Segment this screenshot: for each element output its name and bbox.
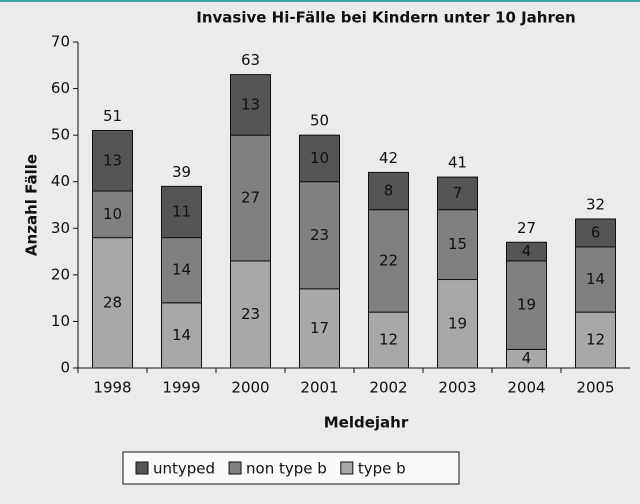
segment-label: 27 [241,189,260,207]
y-tick-label: 20 [51,265,70,283]
x-tick-label: 1999 [162,379,200,397]
total-label: 63 [241,51,260,69]
segment-label: 19 [448,314,467,332]
y-tick-label: 0 [60,359,70,377]
legend-swatch [135,461,149,475]
y-tick-label: 70 [51,33,70,51]
segment-label: 10 [310,149,329,167]
segment-label: 17 [310,319,329,337]
segment-label: 14 [172,326,191,344]
bar-segment [506,260,547,350]
bar-segment [575,246,616,313]
legend-swatch [340,461,354,475]
segment-label: 10 [103,205,122,223]
total-label: 27 [517,219,536,237]
bar-segment [368,209,409,313]
y-axis-label: Anzahl Fälle [23,154,41,256]
total-label: 39 [172,163,191,181]
total-label: 42 [379,149,398,167]
segment-label: 15 [448,235,467,253]
x-tick-label: 2005 [576,379,614,397]
bar-segment [299,181,340,290]
segment-label: 12 [379,331,398,349]
x-tick-label: 1998 [93,379,131,397]
segment-label: 14 [586,270,605,288]
segment-label: 4 [522,242,532,260]
bar-segment [299,288,340,369]
x-tick-label: 2002 [369,379,407,397]
bar-segment [92,129,133,192]
legend-label: non type b [246,460,327,478]
bar-segment [230,74,271,136]
segment-label: 28 [103,293,122,311]
legend-label: type b [358,460,406,478]
segment-label: 12 [586,331,605,349]
segment-label: 13 [241,95,260,113]
bar-segment [437,209,478,281]
bar-segment [161,237,202,304]
x-tick-label: 2004 [507,379,545,397]
x-tick-label: 2001 [300,379,338,397]
y-tick-label: 30 [51,219,70,237]
segment-label: 13 [103,151,122,169]
legend-label: untyped [153,460,215,478]
y-tick-label: 10 [51,312,70,330]
bar-segment [230,134,271,262]
y-tick-label: 60 [51,79,70,97]
segment-label: 11 [172,202,191,220]
bar-segment [368,311,409,369]
bar-segment [161,185,202,239]
total-label: 32 [586,195,605,213]
bar-segment [437,279,478,369]
total-label: 50 [310,112,329,130]
bar-segment [368,171,409,211]
x-tick-label: 2003 [438,379,476,397]
bar-segment [437,176,478,211]
segment-label: 23 [310,226,329,244]
x-axis-label: Meldejahr [324,414,409,432]
legend [122,451,460,485]
y-tick-label: 50 [51,126,70,144]
bar-segment [299,134,340,183]
segment-label: 23 [241,305,260,323]
bar-segment [506,241,547,262]
x-tick-label: 2000 [231,379,269,397]
bar-segment [575,218,616,248]
bar-segment [575,311,616,369]
segment-label: 14 [172,261,191,279]
total-label: 41 [448,154,467,172]
chart-title: Invasive Hi-Fälle bei Kindern unter 10 J… [196,9,575,27]
bar-segment [161,302,202,369]
segment-label: 7 [453,184,463,202]
segment-label: 19 [517,296,536,314]
segment-label: 8 [384,182,394,200]
segment-label: 22 [379,251,398,269]
total-label: 51 [103,107,122,125]
legend-swatch [228,461,242,475]
y-tick-label: 40 [51,172,70,190]
segment-label: 4 [522,349,532,367]
bar-segment [230,260,271,369]
segment-label: 6 [591,223,601,241]
